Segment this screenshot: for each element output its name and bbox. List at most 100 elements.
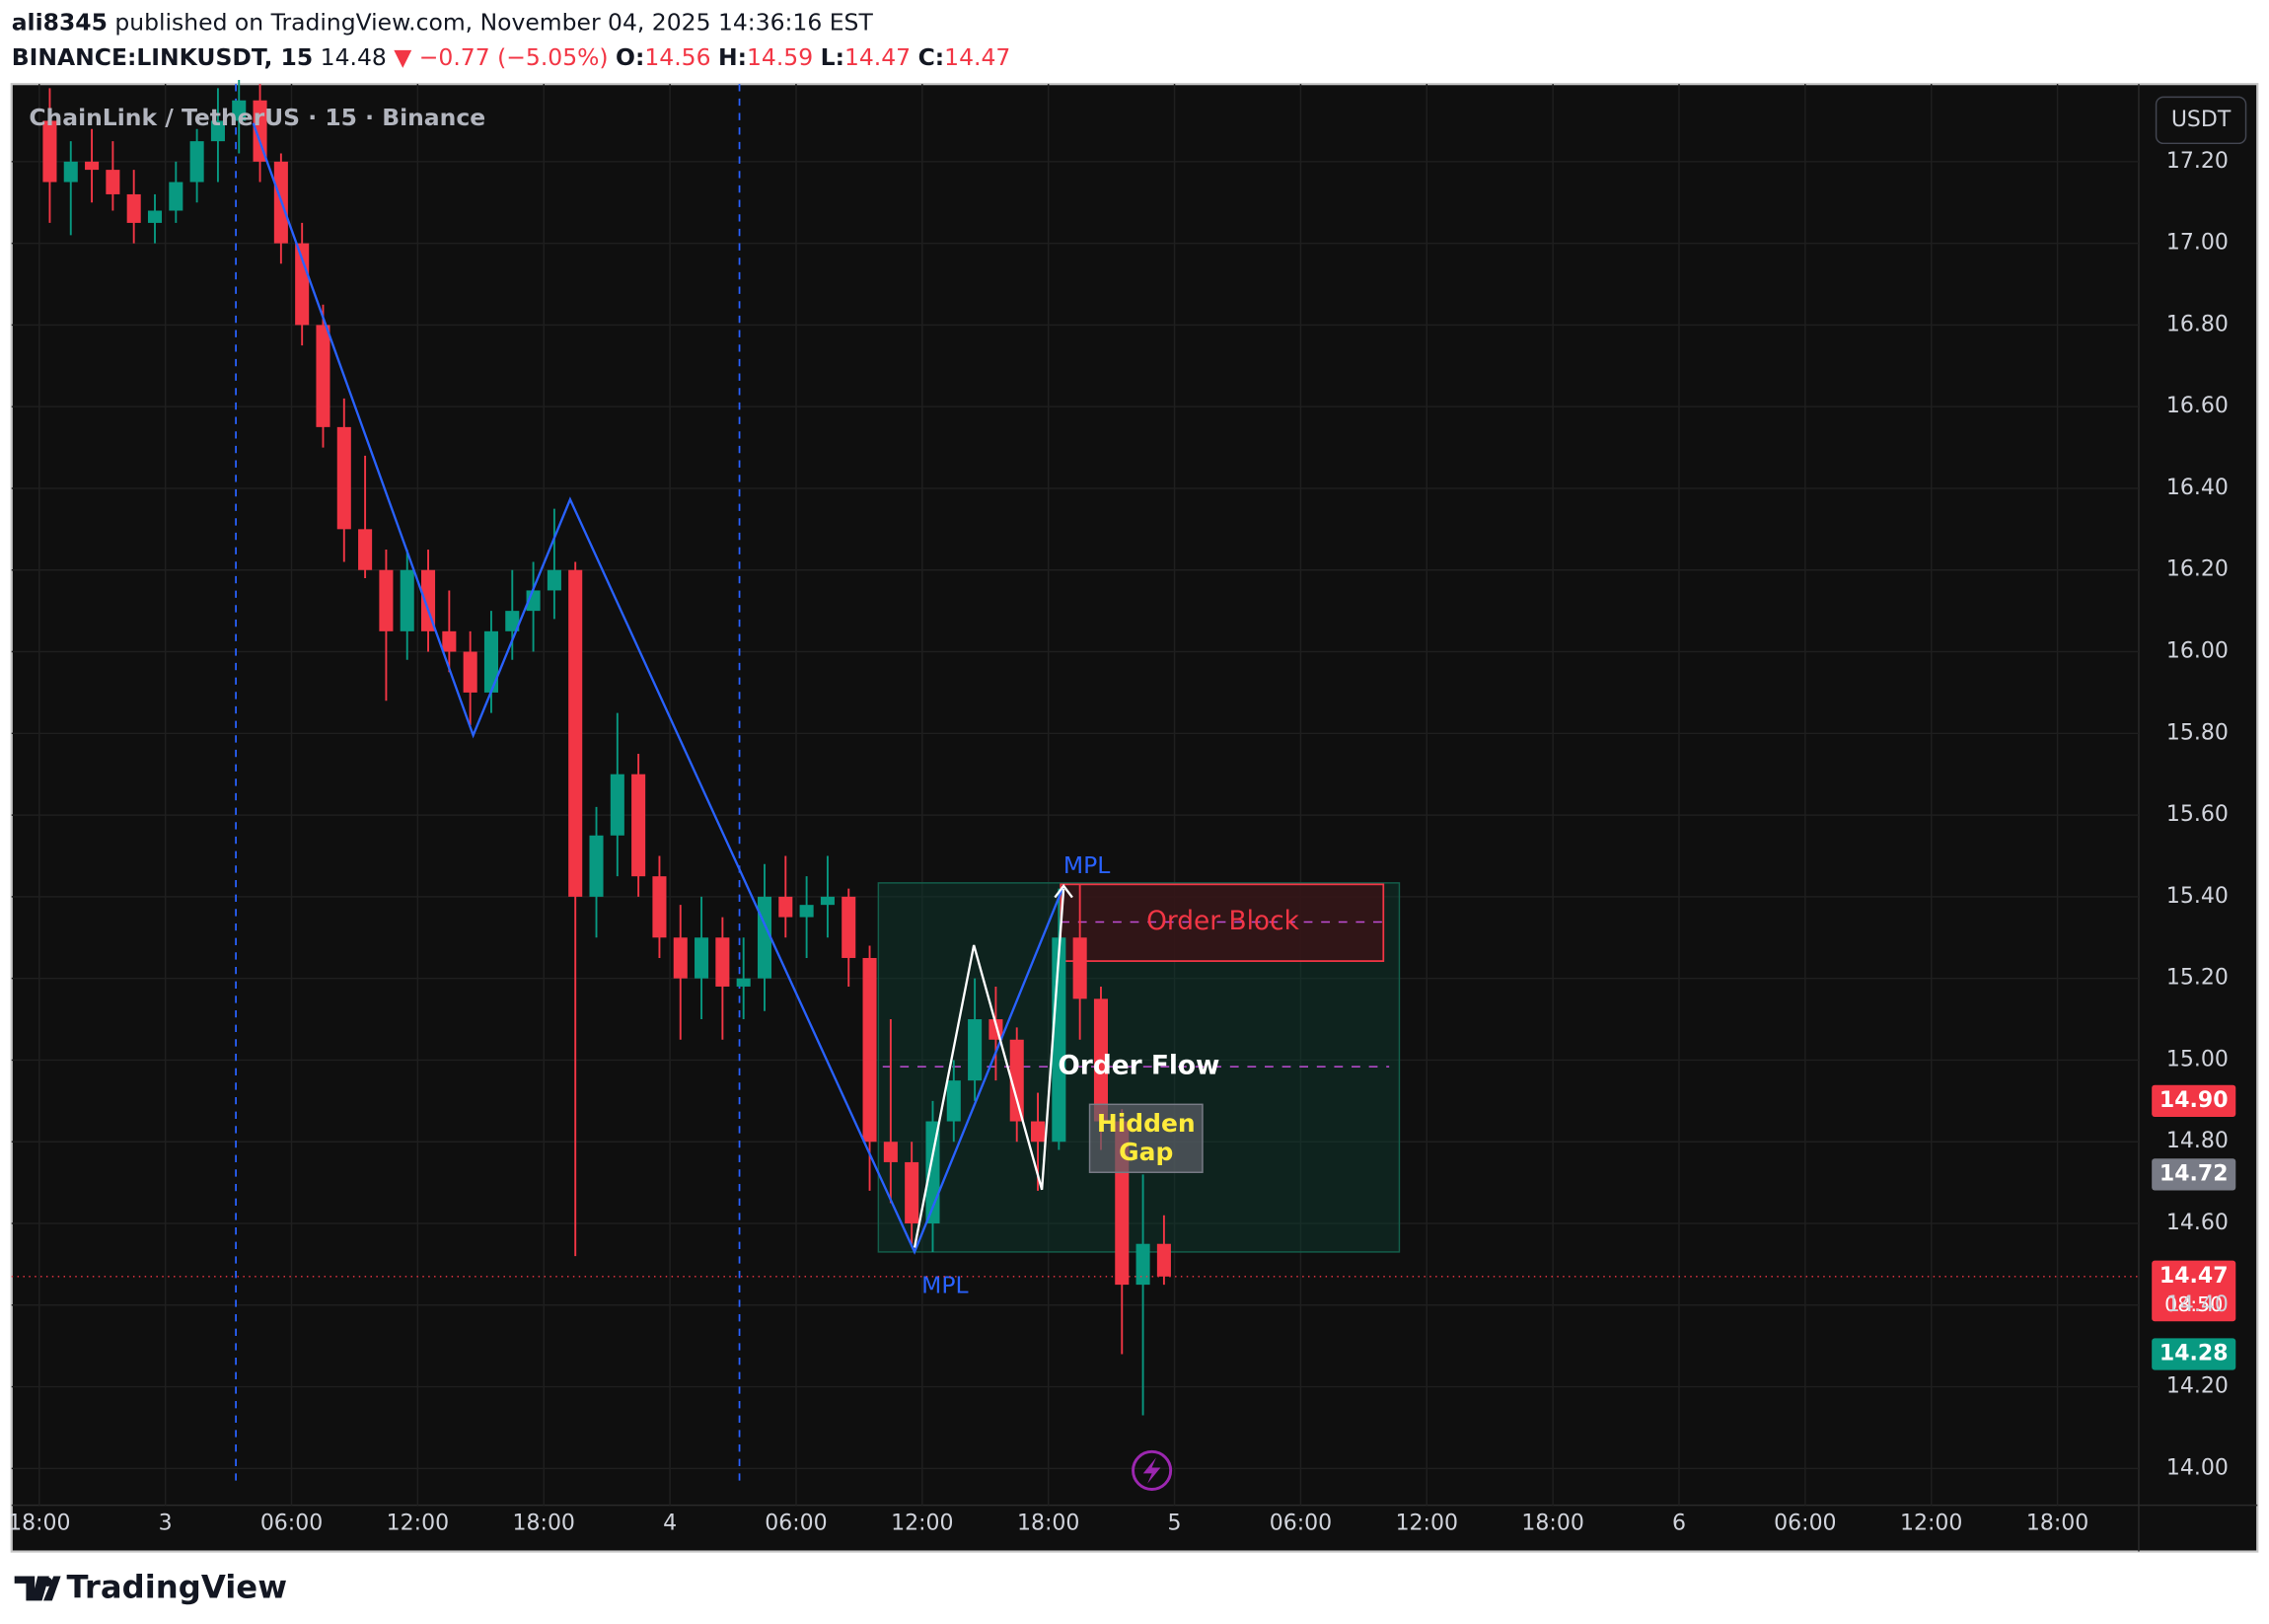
ohlc-value: 14.47 [844, 42, 911, 70]
x-tick-label: 3 [159, 1512, 173, 1536]
candle-body [631, 774, 646, 877]
x-tick-label: 18:00 [8, 1512, 70, 1536]
candle-body [147, 210, 163, 223]
y-tick-label: 16.60 [2166, 394, 2229, 418]
y-tick-label: 14.40 [2166, 1292, 2229, 1317]
price-tag [2152, 1084, 2236, 1117]
candle-body [862, 957, 877, 1143]
candle-body [1031, 1121, 1046, 1143]
x-tick-label: 12:00 [891, 1512, 953, 1536]
candle-body [968, 1019, 983, 1081]
candle-body [652, 876, 667, 938]
annotation: Order Flow [1058, 1051, 1219, 1081]
candle-body [42, 120, 57, 183]
candle-body [442, 630, 457, 652]
candle-body [695, 937, 709, 979]
x-tick-label: 5 [1168, 1512, 1182, 1536]
candle-body [505, 611, 520, 631]
candle-body [946, 1080, 961, 1122]
candle-body [169, 182, 183, 211]
y-tick-label: 17.20 [2166, 149, 2229, 174]
logo-dot [42, 1577, 53, 1587]
x-tick-label: 12:00 [1900, 1512, 1962, 1536]
x-tick-label: 6 [1672, 1512, 1686, 1536]
hidden-gap-box [1088, 1103, 1204, 1173]
x-tick-label: 18:00 [1017, 1512, 1079, 1536]
candle-body [463, 651, 477, 693]
x-tick-label: 18:00 [513, 1512, 575, 1536]
y-tick-label: 15.40 [2166, 884, 2229, 909]
y-tick-label: 14.80 [2166, 1129, 2229, 1153]
y-tick-label: 15.00 [2166, 1047, 2229, 1071]
arrow-head [1054, 883, 1073, 899]
price-tag-label: 14.90 [2159, 1088, 2229, 1113]
candle-body [820, 896, 835, 906]
candle-body [1156, 1243, 1171, 1277]
ohlc-value: 14.56 [644, 42, 710, 70]
annotation: Hidden [1097, 1109, 1196, 1138]
candle-body [883, 1142, 898, 1162]
candle-body [547, 569, 561, 591]
y-tick-label: 16.20 [2166, 557, 2229, 582]
symbol-line: BINANCE:LINKUSDT, 15 14.48 ▼ −0.77 (−5.0… [12, 42, 1011, 70]
candle-body [379, 569, 394, 631]
price-tag [2152, 1260, 2236, 1322]
y-tick-label: 17.00 [2166, 231, 2229, 256]
candle-body [715, 937, 730, 987]
candle-body [295, 243, 310, 326]
countdown: 08:50 [2164, 1292, 2223, 1316]
candle-body [400, 569, 414, 631]
ohlc-value: 14.47 [944, 42, 1010, 70]
x-tick-label: 18:00 [1521, 1512, 1583, 1536]
symbol: BINANCE:LINKUSDT, 15 [12, 42, 313, 70]
candle-body [1072, 937, 1087, 999]
event-icon[interactable] [1132, 1449, 1173, 1491]
y-tick-label: 15.80 [2166, 720, 2229, 745]
candle-body [316, 325, 330, 427]
annotation: Order Block [1146, 906, 1299, 936]
ohlc-label: O: [616, 42, 644, 70]
price-tag [2152, 1158, 2236, 1191]
candle-body [1135, 1243, 1150, 1286]
candle-body [421, 569, 436, 631]
candle-body [85, 161, 100, 171]
y-tick-label: 15.60 [2166, 802, 2229, 827]
structure-line [913, 888, 1065, 1248]
x-tick-label: 12:00 [387, 1512, 449, 1536]
currency-button[interactable] [2155, 96, 2247, 145]
candles [42, 80, 1171, 1416]
chart-title: ChainLink / TetherUS · 15 · Binance [29, 104, 485, 131]
price-tag-label: 14.28 [2159, 1341, 2229, 1366]
logo-mark [14, 1576, 49, 1601]
candle-body [210, 120, 225, 142]
ohlc-label: L: [821, 42, 844, 70]
annotation: Gap [1119, 1138, 1173, 1166]
footer-brand: TradingView [66, 1569, 287, 1606]
candle-body [610, 774, 624, 836]
y-tick-label: 14.60 [2166, 1211, 2229, 1235]
header-line: ali8345 published on TradingView.com, No… [12, 8, 874, 36]
candle-body [358, 529, 373, 570]
price-tag-label: 14.47 [2159, 1264, 2229, 1289]
y-tick-label: 16.00 [2166, 639, 2229, 664]
published-text: published on TradingView.com, November 0… [114, 8, 873, 36]
candle-body [106, 170, 120, 194]
annotation: MPL [1063, 851, 1110, 879]
x-tick-label: 18:00 [2026, 1512, 2088, 1536]
x-tick-label: 06:00 [765, 1512, 827, 1536]
candle-body [736, 978, 751, 987]
logo-mark [43, 1576, 61, 1601]
candle-body [126, 193, 141, 223]
candle-body [483, 630, 498, 693]
chart-panel [10, 83, 2259, 1553]
candle-body [1093, 998, 1108, 1122]
x-tick-label: 4 [663, 1512, 677, 1536]
y-tick-label: 16.80 [2166, 312, 2229, 336]
ohlc-value: 14.59 [747, 42, 813, 70]
candle-body [799, 905, 814, 918]
y-tick-label: 14.00 [2166, 1455, 2229, 1480]
candle-body [905, 1161, 919, 1224]
x-tick-label: 06:00 [1270, 1512, 1332, 1536]
